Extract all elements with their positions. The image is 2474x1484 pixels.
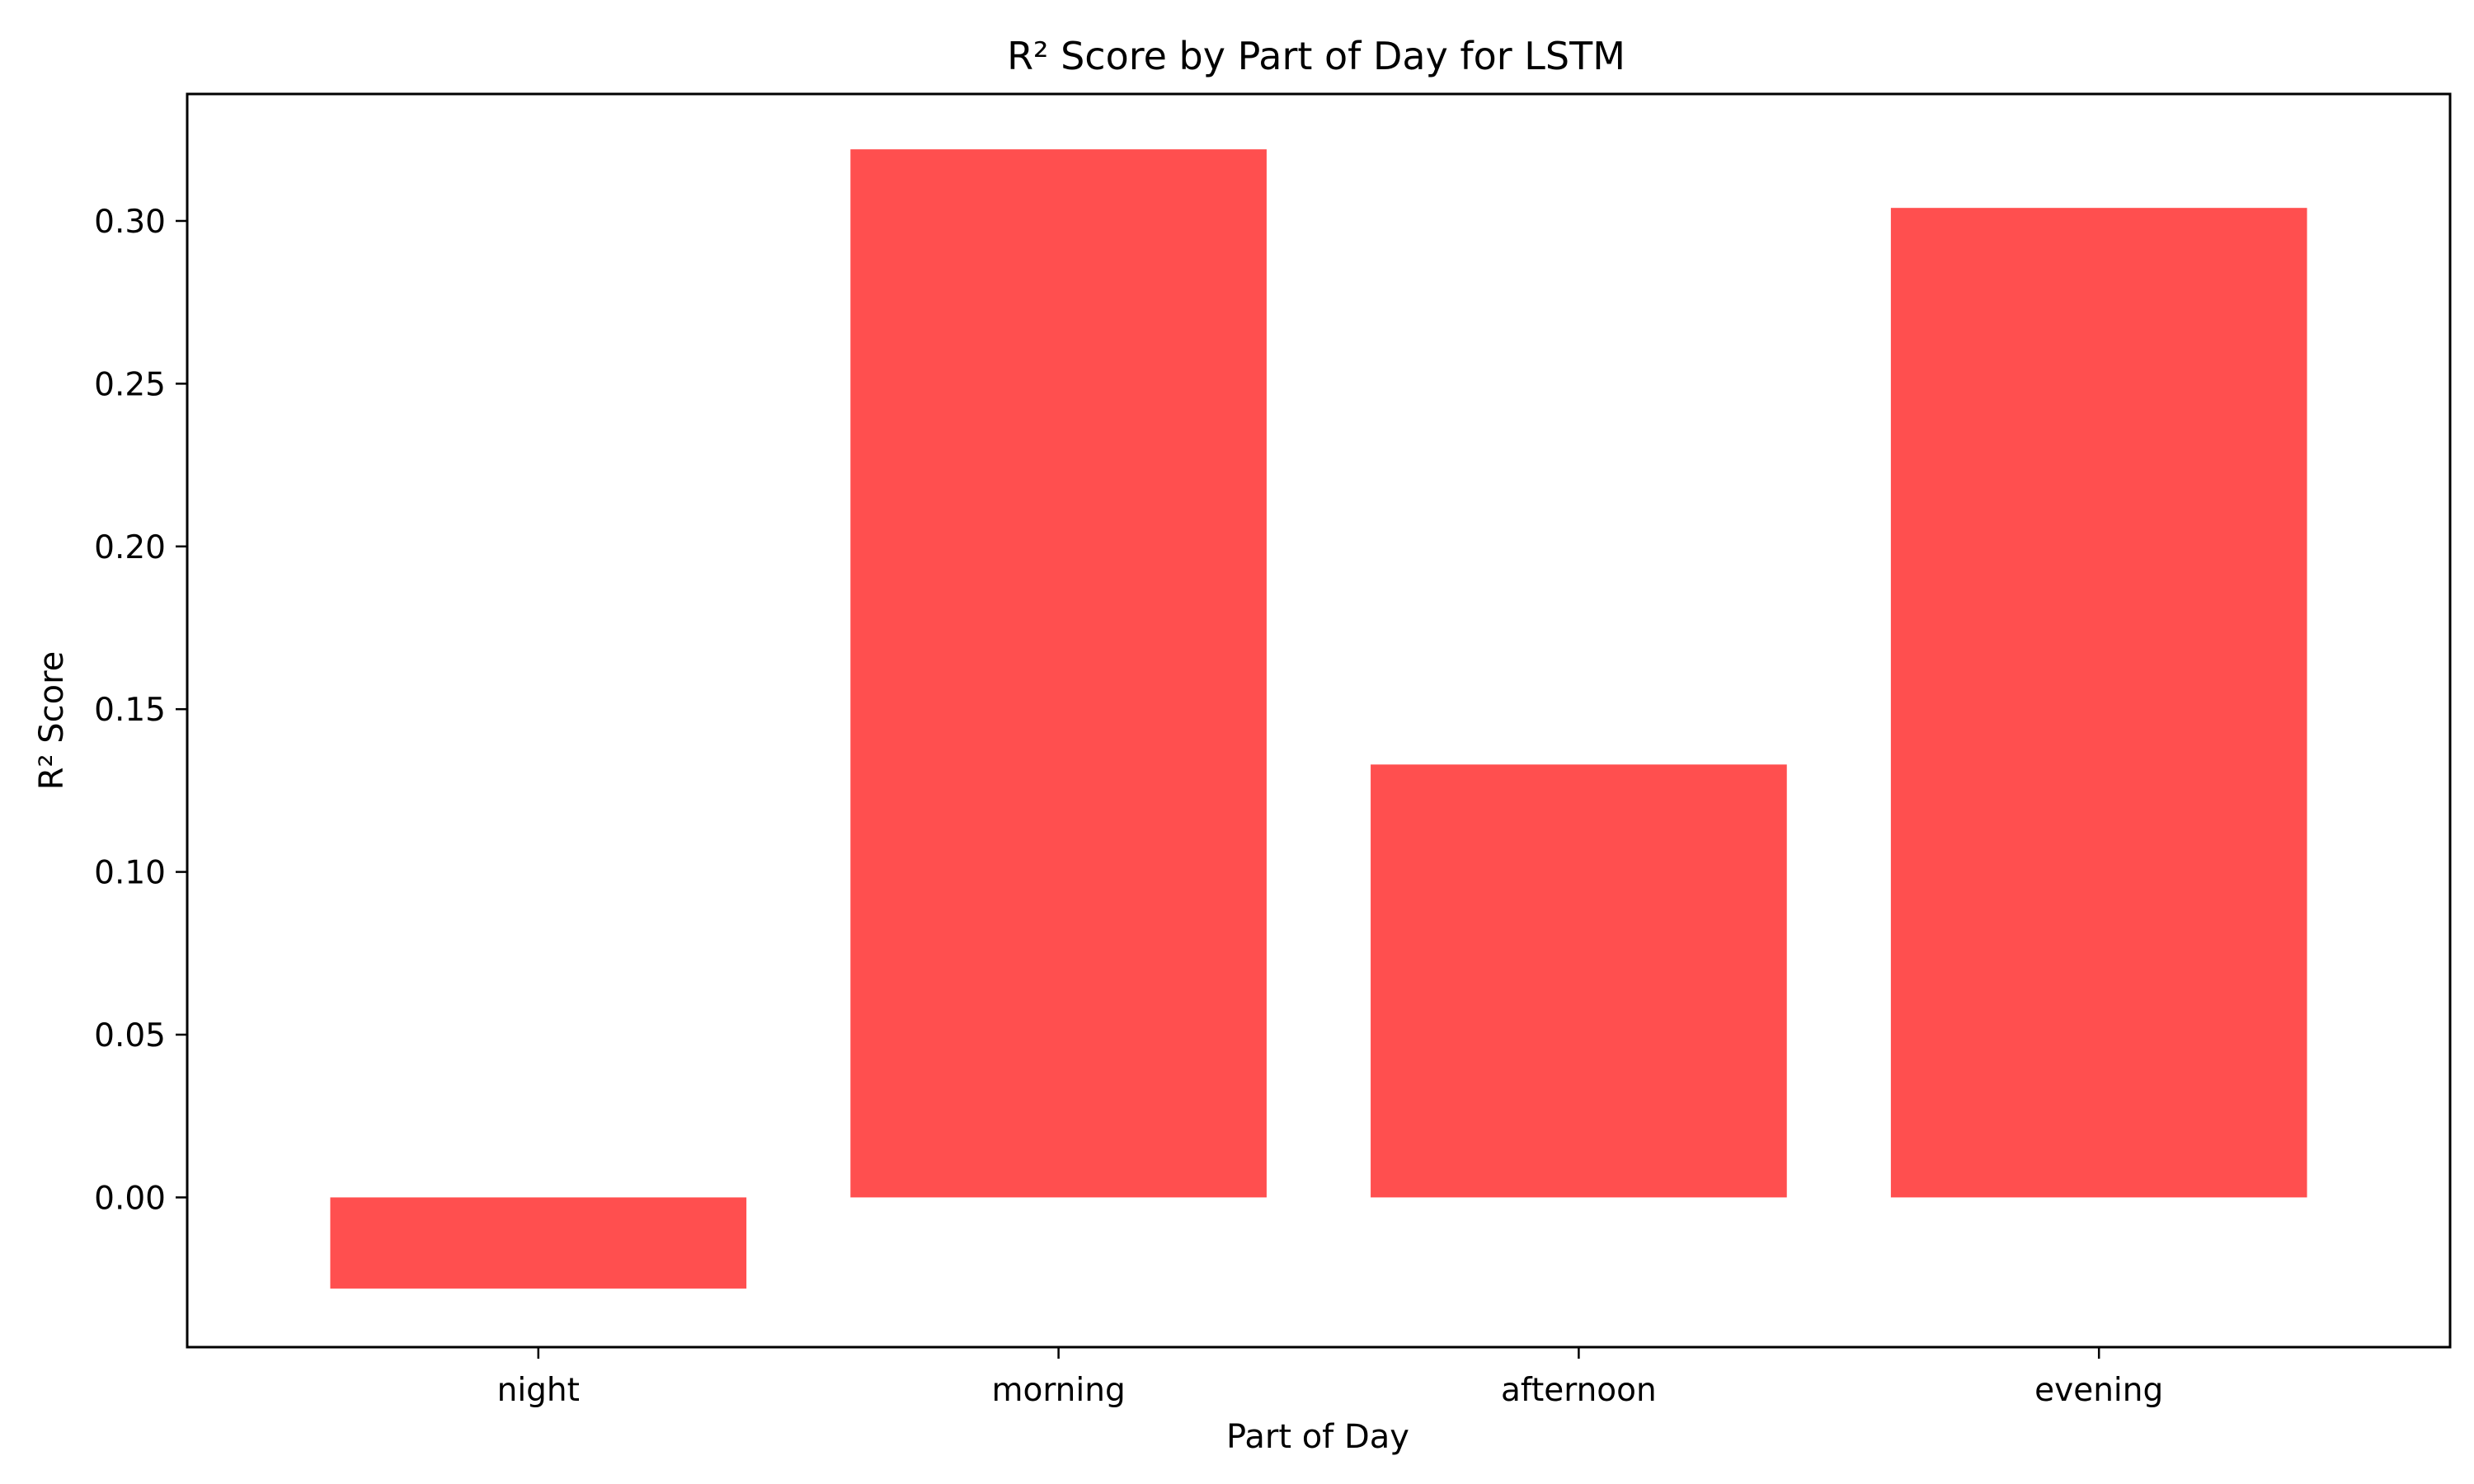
x-axis-label: Part of Day bbox=[1226, 1418, 1409, 1456]
y-tick-label-5: 0.25 bbox=[94, 366, 166, 403]
y-axis-label: R² Score bbox=[33, 651, 71, 791]
y-tick-label-1: 0.05 bbox=[94, 1017, 166, 1054]
chart-title: R² Score by Part of Day for LSTM bbox=[1007, 34, 1625, 78]
bar-morning bbox=[850, 149, 1267, 1198]
x-tick-label-afternoon: afternoon bbox=[1501, 1372, 1657, 1409]
bar-evening bbox=[1890, 208, 2307, 1198]
bar-afternoon bbox=[1371, 764, 1787, 1198]
y-tick-label-4: 0.20 bbox=[94, 529, 166, 566]
x-tick-label-morning: morning bbox=[991, 1372, 1125, 1409]
plot-area-frame bbox=[186, 92, 2452, 1349]
y-tick-label-2: 0.10 bbox=[94, 855, 166, 892]
x-tick-label-evening: evening bbox=[2034, 1372, 2163, 1409]
y-tick-label-3: 0.15 bbox=[94, 692, 166, 729]
x-tick-label-night: night bbox=[497, 1372, 580, 1409]
y-tick-label-6: 0.30 bbox=[94, 204, 166, 241]
y-tick-label-0: 0.00 bbox=[94, 1180, 166, 1217]
y-axis-ticks: 0.00 0.05 0.10 0.15 0.20 0.25 0.30 bbox=[94, 204, 187, 1217]
x-axis-ticks: night morning afternoon evening bbox=[497, 1347, 2163, 1409]
bar-night bbox=[330, 1197, 747, 1289]
bars bbox=[330, 149, 2307, 1289]
